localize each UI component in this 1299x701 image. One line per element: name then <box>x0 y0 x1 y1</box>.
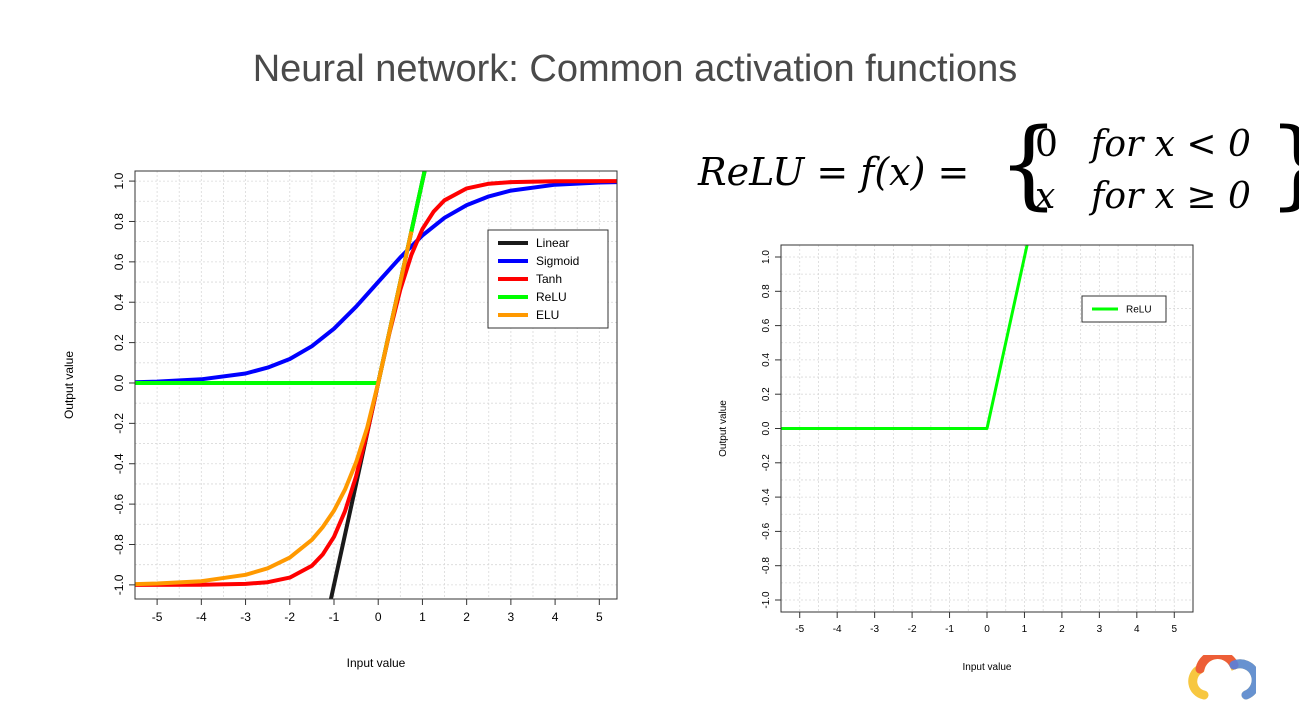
series-group <box>781 245 1029 430</box>
y-tick-label: -0.6 <box>761 522 772 540</box>
plot-frame <box>134 170 618 600</box>
y-tick-label: 1.0 <box>761 250 772 264</box>
x-tick-label: 1 <box>419 610 426 624</box>
legend-label: ReLU <box>1126 305 1152 316</box>
y-tick-label: -0.8 <box>761 557 772 575</box>
formula-case-1: 0 for x < 0 <box>1035 124 1251 165</box>
formula-case-2-value: x <box>1035 176 1056 217</box>
x-tick-label: 4 <box>552 610 559 624</box>
y-tick-label: -0.4 <box>112 453 126 474</box>
x-tick-label: -1 <box>945 624 954 635</box>
y-axis-label: Output value <box>62 351 76 419</box>
y-tick-label: -1.0 <box>112 574 126 595</box>
x-tick-label: 1 <box>1022 624 1028 635</box>
x-tick-label: -5 <box>152 610 163 624</box>
y-tick-label: -1.0 <box>761 591 772 609</box>
series-line-elu <box>135 231 414 587</box>
y-tick-label: -0.2 <box>112 413 126 434</box>
y-tick-label: 1.0 <box>112 172 126 189</box>
x-tick-label: 4 <box>1134 624 1140 635</box>
formula-right-brace: } <box>1268 116 1299 212</box>
formula-case-2: x for x ≥ 0 <box>1035 176 1251 217</box>
y-tick-label: 0.0 <box>112 374 126 391</box>
y-axis-label: Output value <box>718 400 729 457</box>
google-cloud-logo-icon <box>1188 655 1256 700</box>
legend-label: ReLU <box>536 290 567 304</box>
x-tick-label: 0 <box>984 624 990 635</box>
series-group <box>135 171 617 599</box>
x-tick-label: 2 <box>463 610 470 624</box>
y-tick-label: 0.2 <box>112 334 126 351</box>
x-tick-label: -1 <box>329 610 340 624</box>
legend: ReLU <box>1081 295 1167 323</box>
y-tick-label: 0.0 <box>761 421 772 435</box>
x-tick-label: -4 <box>833 624 842 635</box>
x-tick-label: 2 <box>1059 624 1065 635</box>
formula-left-brace: { <box>998 108 1060 220</box>
y-tick-label: 0.8 <box>112 213 126 230</box>
x-tick-label: -3 <box>870 624 879 635</box>
x-tick-label: 3 <box>508 610 515 624</box>
x-tick-label: -5 <box>795 624 804 635</box>
y-tick-label: 0.2 <box>761 387 772 401</box>
series-line-relu <box>781 245 1029 430</box>
x-axis-label: Input value <box>347 656 406 670</box>
series-line-sigmoid <box>135 180 617 385</box>
legend-label: Sigmoid <box>536 254 579 268</box>
x-tick-label: -3 <box>240 610 251 624</box>
y-tick-label: -0.2 <box>761 454 772 472</box>
y-tick-label: -0.8 <box>112 534 126 555</box>
formula-case-2-condition: for x ≥ 0 <box>1091 176 1251 217</box>
y-tick-label: -0.4 <box>761 488 772 506</box>
x-tick-label: 5 <box>1171 624 1177 635</box>
chart-0: -5 -4 -3 -2 -1 0 1 2 3 4 5 -1.0 -0.8 -0.6 -0.4 -0.2 0.0 0… <box>62 170 618 670</box>
legend-label: Linear <box>536 236 569 250</box>
formula-case-1-value: 0 <box>1035 124 1058 165</box>
relu-formula: ReLU = f(x) = { 0 for x < 0 x for x ≥ 0 } <box>698 108 1299 232</box>
legend: Linear Sigmoid Tanh ReLU ELU <box>487 229 609 329</box>
formula-lhs: ReLU = f(x) = <box>698 150 970 194</box>
y-tick-label: 0.4 <box>761 353 772 367</box>
x-tick-label: 5 <box>596 610 603 624</box>
x-tick-label: -4 <box>196 610 207 624</box>
x-tick-label: 0 <box>375 610 382 624</box>
x-tick-label: -2 <box>284 610 295 624</box>
y-tick-label: -0.6 <box>112 493 126 514</box>
x-tick-label: -2 <box>908 624 917 635</box>
legend-label: ELU <box>536 308 559 322</box>
y-tick-label: 0.4 <box>112 294 126 311</box>
x-axis-label: Input value <box>963 662 1012 673</box>
legend-label: Tanh <box>536 272 562 286</box>
y-tick-label: 0.8 <box>761 284 772 298</box>
chart-1: -5 -4 -3 -2 -1 0 1 2 3 4 5 -1.0 -0.8 -0.6 -0.4 -0.2 0.0 0… <box>718 244 1194 673</box>
y-tick-label: 0.6 <box>112 253 126 270</box>
x-tick-label: 3 <box>1097 624 1103 635</box>
formula-case-1-condition: for x < 0 <box>1091 124 1251 165</box>
y-tick-label: 0.6 <box>761 318 772 332</box>
slide-title: Neural network: Common activation functi… <box>252 48 1018 90</box>
